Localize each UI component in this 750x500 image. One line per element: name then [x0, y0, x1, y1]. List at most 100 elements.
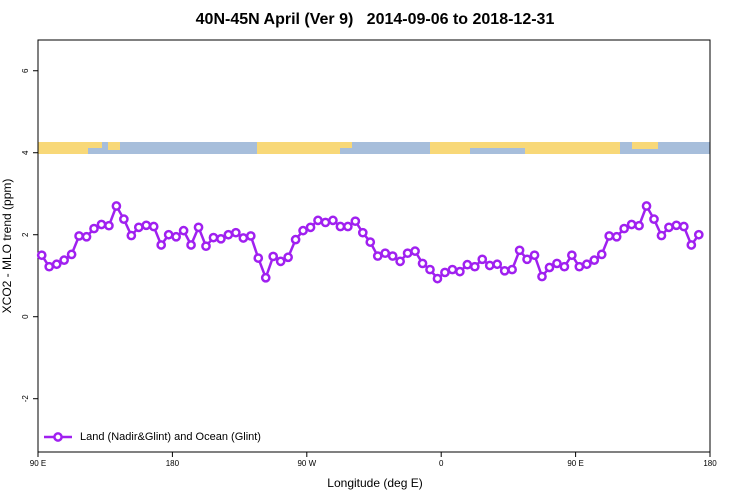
data-point [656, 230, 667, 241]
data-point [462, 259, 473, 270]
x-tick-label: 90 E [30, 459, 46, 468]
data-point [126, 230, 137, 241]
data-point [260, 272, 271, 283]
x-tick-label: 0 [439, 459, 444, 468]
data-point [649, 214, 659, 224]
data-point [417, 258, 428, 269]
land-band [632, 142, 658, 149]
data-point [507, 264, 517, 275]
data-point [253, 253, 264, 263]
data-point [290, 234, 301, 245]
data-point [693, 229, 704, 240]
data-point [372, 251, 383, 261]
land-band [38, 142, 88, 154]
data-point [231, 227, 241, 238]
data-point [104, 220, 114, 231]
data-point [679, 221, 689, 232]
data-point [469, 261, 480, 272]
data-point [365, 237, 376, 247]
data-point [36, 250, 47, 261]
data-point [171, 231, 181, 242]
data-point [193, 222, 204, 233]
y-tick-label: 2 [21, 232, 30, 237]
data-point [141, 220, 152, 231]
land-band [525, 142, 620, 154]
data-point [59, 255, 69, 265]
data-point [186, 240, 196, 250]
plot-frame [37, 39, 711, 453]
data-point [44, 261, 55, 272]
land-band [257, 142, 340, 154]
data-point [163, 229, 174, 240]
land-band [430, 142, 470, 154]
data-point [432, 273, 443, 284]
data-point [335, 221, 346, 232]
data-point [611, 231, 622, 242]
data-point [387, 251, 398, 261]
land-band [108, 142, 120, 150]
data-point [425, 264, 435, 275]
data-point [156, 240, 167, 250]
data-point [111, 201, 122, 211]
data-point [447, 264, 458, 275]
data-point [275, 256, 286, 267]
data-point [664, 222, 674, 233]
data-point [581, 259, 592, 270]
data-point [537, 271, 547, 282]
data-point [343, 221, 353, 232]
data-point [455, 266, 465, 277]
legend-label: Land (Nadir&Glint) and Ocean (Glint) [80, 431, 261, 443]
data-point [148, 221, 159, 232]
data-point [544, 262, 555, 273]
y-tick-label: 6 [21, 68, 30, 73]
x-tick-label: 90 E [567, 459, 583, 468]
legend-marker [53, 432, 63, 442]
data-point [313, 215, 323, 226]
data-point [552, 258, 562, 269]
data-point [201, 241, 211, 252]
data-point [268, 251, 279, 262]
data-point [574, 261, 585, 272]
data-point [492, 259, 503, 270]
data-point [216, 233, 226, 244]
x-tick-label: 180 [703, 459, 717, 468]
land-band [470, 142, 525, 148]
data-point [238, 233, 249, 243]
data-point [402, 248, 413, 259]
data-point [96, 219, 107, 230]
data-point [350, 216, 361, 227]
y-tick-label: 0 [21, 314, 30, 319]
data-point [514, 245, 525, 256]
data-point [440, 267, 450, 278]
y-tick-label: -2 [21, 395, 30, 403]
data-point [671, 220, 682, 231]
data-point [81, 231, 92, 242]
data-point [499, 265, 510, 276]
data-point [410, 246, 420, 256]
chart-title: 40N-45N April (Ver 9) 2014-09-06 to 2018… [196, 11, 555, 28]
data-point [178, 225, 189, 236]
data-point [567, 250, 577, 261]
data-point [626, 219, 637, 230]
data-point [283, 252, 293, 263]
data-point [208, 232, 219, 243]
x-axis-label: Longitude (deg E) [327, 476, 422, 490]
data-point [522, 254, 532, 265]
data-point [133, 222, 144, 233]
data-point [320, 217, 331, 228]
surface-strip [38, 142, 710, 154]
x-tick-label: 90 W [297, 459, 316, 468]
data-point [604, 231, 615, 241]
data-point [223, 229, 234, 240]
data-point [589, 255, 600, 265]
data-point [641, 201, 652, 211]
data-point [619, 223, 629, 234]
data-point [74, 231, 84, 241]
data-point [395, 256, 405, 267]
data-point [89, 223, 99, 234]
data-point [634, 220, 644, 231]
data-point [305, 222, 316, 233]
land-band [340, 142, 352, 148]
y-axis-label: XCO2 - MLO trend (ppm) [0, 179, 14, 314]
